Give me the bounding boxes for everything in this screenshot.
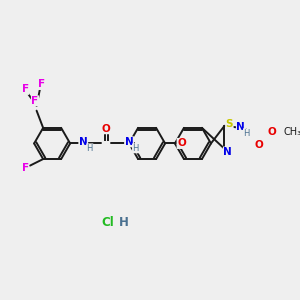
Text: N: N (236, 122, 245, 132)
Text: O: O (177, 139, 186, 148)
Text: H: H (133, 144, 139, 153)
Text: H: H (243, 129, 250, 138)
Text: N: N (79, 137, 88, 147)
Text: H: H (118, 216, 128, 229)
Text: F: F (32, 96, 38, 106)
Text: S: S (226, 119, 233, 129)
Text: N: N (224, 147, 232, 157)
Text: N: N (125, 137, 134, 147)
Text: O: O (102, 124, 110, 134)
Text: O: O (268, 128, 276, 137)
Text: F: F (22, 163, 29, 173)
Text: Cl: Cl (102, 216, 115, 229)
Text: H: H (87, 144, 93, 153)
Text: F: F (38, 80, 45, 89)
Text: O: O (254, 140, 263, 151)
Text: F: F (22, 84, 29, 94)
Text: CH₃: CH₃ (284, 128, 300, 137)
